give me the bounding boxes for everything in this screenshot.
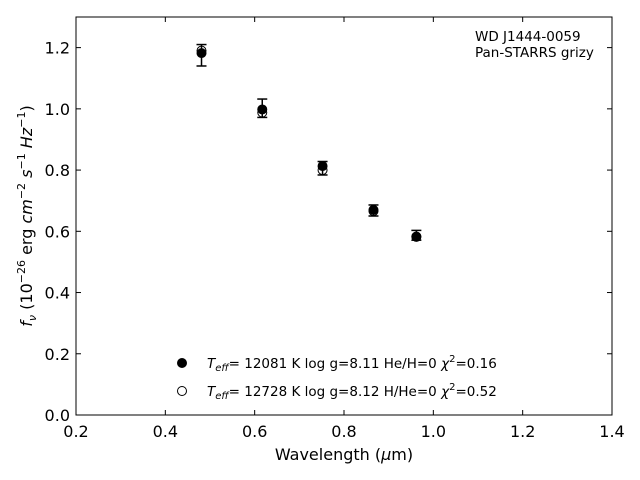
chart-annotation-line-1: WD J1444-0059 (475, 29, 581, 45)
chart-annotation-line-2: Pan-STARRS grizy (475, 45, 594, 61)
x-tick-label: 1.0 (421, 422, 446, 441)
svg-text:fν (10−26 erg cm−2 s−1 Hz−1): fν (10−26 erg cm−2 s−1 Hz−1) (15, 105, 39, 326)
y-tick-label: 1.2 (45, 39, 70, 58)
legend-entry-1: Teff= 12081 K log g=8.11 He/H=0 χ2=0.16 (207, 354, 497, 374)
y-tick-label: 0.2 (45, 345, 70, 364)
y-tick-label: 0.8 (45, 161, 70, 180)
x-tick-label: 1.4 (599, 422, 624, 441)
point-filled (317, 161, 328, 172)
y-tick-label: 0.0 (45, 406, 70, 425)
y-tick-label: 0.4 (45, 284, 70, 303)
x-tick-label: 1.2 (510, 422, 535, 441)
x-tick-label: 0.2 (63, 422, 88, 441)
point-filled (257, 104, 268, 115)
y-tick-label: 1.0 (45, 100, 70, 119)
x-tick-label: 0.4 (153, 422, 178, 441)
point-filled (196, 48, 207, 59)
plot-elements: 0.2 0.4 0.6 0.8 1.0 1.2 1.40.00.20.40.60.81.01… (45, 16, 625, 441)
point-filled (411, 231, 422, 242)
legend-marker-open (177, 386, 187, 396)
x-tick-label: 0.8 (331, 422, 356, 441)
legend: Teff= 12081 K log g=8.11 He/H=0 χ2=0.16 … (177, 354, 497, 402)
legend-entry-2: Teff= 12728 K log g=8.12 H/He=0 χ2=0.52 (207, 382, 497, 402)
y-tick-label: 0.6 (45, 222, 70, 241)
x-tick-label: 0.6 (242, 422, 267, 441)
legend-marker-filled (177, 358, 187, 368)
y-axis-label: fν (10−26 erg cm−2 s−1 Hz−1) (15, 105, 39, 326)
point-filled (368, 204, 379, 215)
x-axis-label: Wavelength (μm) (275, 445, 413, 464)
